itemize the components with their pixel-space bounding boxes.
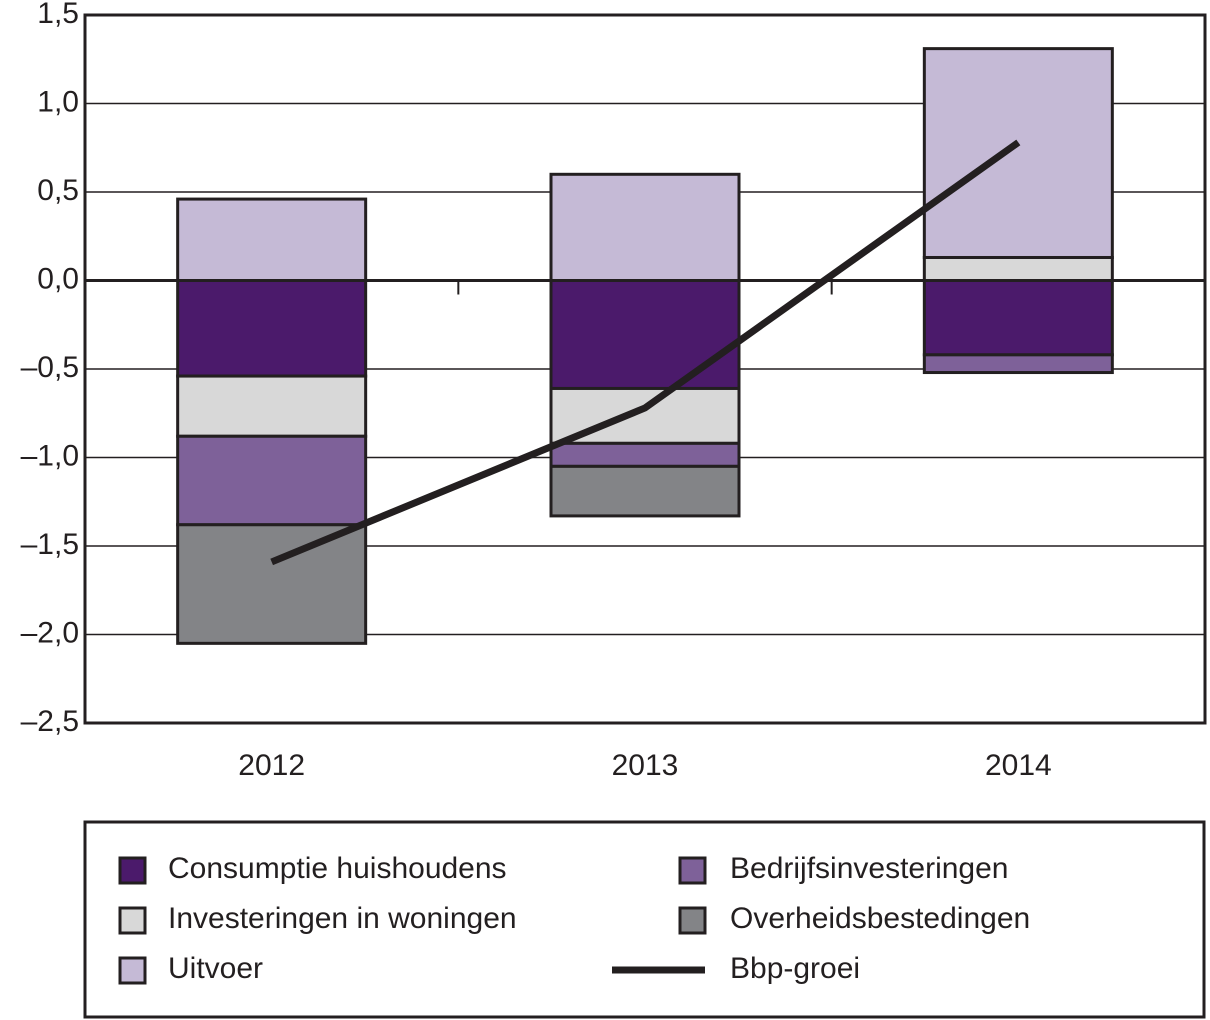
legend-swatch — [678, 856, 707, 885]
legend-swatch — [118, 956, 147, 985]
bar-segment — [176, 523, 368, 645]
y-tick-label: –1,5 — [21, 528, 79, 561]
bar-segment — [549, 464, 741, 518]
bar-segment — [549, 172, 741, 282]
legend-label: Bbp-groei — [730, 952, 860, 985]
legend-label: Uitvoer — [168, 952, 263, 985]
bar-segment — [922, 47, 1114, 259]
bar-segment — [922, 255, 1114, 282]
plot-frame — [83, 13, 1207, 725]
bar-segment — [176, 374, 368, 438]
legend-label: Consumptie huishoudens — [168, 852, 507, 885]
x-tick-label: 2013 — [612, 749, 679, 782]
y-tick-label: 1,5 — [37, 0, 79, 30]
bar-segment — [549, 441, 741, 468]
legend-label: Overheidsbestedingen — [730, 902, 1030, 935]
legend-label: Bedrijfsinvesteringen — [730, 852, 1008, 885]
y-tick-label: –0,5 — [21, 351, 79, 384]
y-tick-label: 1,0 — [37, 85, 79, 118]
x-tick-label: 2014 — [985, 749, 1052, 782]
legend-swatch — [678, 906, 707, 935]
y-tick-label: –1,0 — [21, 439, 79, 472]
bar-segment — [549, 279, 741, 390]
legend-swatch — [118, 856, 147, 885]
y-tick-label: 0,5 — [37, 174, 79, 207]
legend-label: Investeringen in woningen — [168, 902, 517, 935]
y-tick-label: –2,0 — [21, 616, 79, 649]
bar-segment — [176, 279, 368, 378]
bar-segment — [922, 353, 1114, 375]
bar-segment — [176, 197, 368, 282]
y-tick-label: 0,0 — [37, 262, 79, 295]
y-tick-label: –2,5 — [21, 705, 79, 738]
bar-segment — [922, 279, 1114, 357]
bar-segment — [176, 434, 368, 527]
x-tick-label: 2012 — [238, 749, 305, 782]
legend-swatch — [118, 906, 147, 935]
legend-box — [83, 820, 1206, 1019]
line-series — [270, 139, 1021, 566]
